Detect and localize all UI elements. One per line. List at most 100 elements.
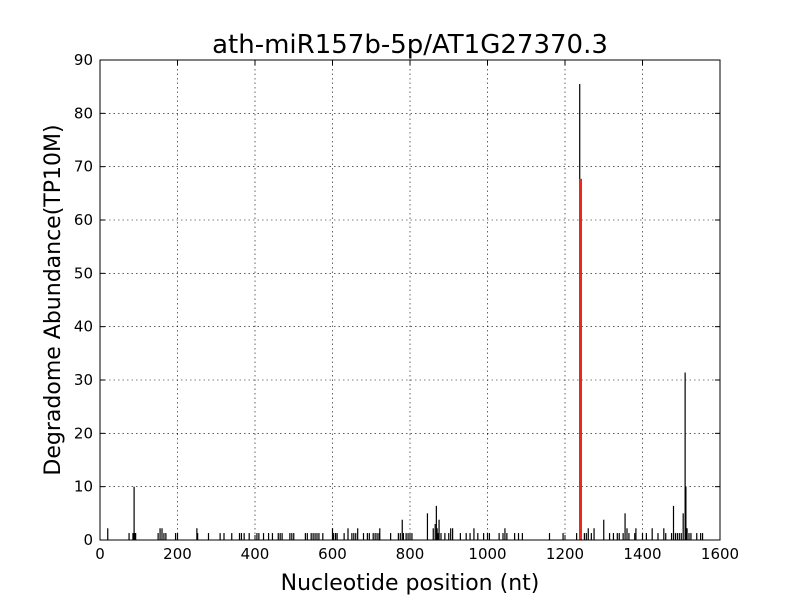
degradome-bar bbox=[132, 533, 134, 540]
degradome-bar bbox=[686, 528, 688, 540]
degradome-bar bbox=[583, 533, 585, 540]
degradome-bar bbox=[331, 528, 334, 540]
degradome-bar bbox=[448, 533, 450, 540]
degradome-bar bbox=[407, 533, 409, 540]
degradome-bar bbox=[336, 533, 338, 540]
degradome-bar bbox=[690, 533, 692, 540]
degradome-bar bbox=[343, 533, 345, 540]
degradome-bar bbox=[133, 486, 135, 540]
degradome-bar bbox=[304, 533, 306, 540]
degradome-bar bbox=[135, 533, 137, 540]
degradome-bar bbox=[231, 533, 233, 540]
degradome-bar bbox=[701, 533, 704, 540]
degradome-bar bbox=[477, 533, 479, 540]
degradome-bar bbox=[293, 533, 295, 540]
degradome-bar bbox=[676, 533, 678, 540]
y-axis-label: Degradome Abundance(TP10M) bbox=[41, 124, 66, 475]
degradome-bar bbox=[434, 524, 436, 540]
degradome-bar bbox=[618, 533, 620, 540]
degradome-bar bbox=[440, 533, 442, 540]
y-tick-label: 10 bbox=[74, 478, 93, 496]
plot-frame bbox=[99, 59, 721, 541]
degradome-bar bbox=[372, 533, 374, 540]
degradome-bar bbox=[161, 528, 163, 540]
degradome-bar bbox=[411, 533, 413, 540]
degradome-bar bbox=[504, 528, 506, 540]
x-tick-label: 1000 bbox=[468, 545, 506, 563]
degradome-bar bbox=[438, 519, 440, 540]
degradome-bar bbox=[174, 533, 177, 540]
degradome-bar bbox=[196, 528, 198, 540]
degradome-bar bbox=[219, 533, 221, 540]
degradome-bar bbox=[488, 533, 491, 540]
degradome-bar bbox=[459, 533, 461, 540]
degradome-bar bbox=[514, 533, 516, 540]
y-tick-label: 20 bbox=[74, 424, 93, 442]
degradome-bar bbox=[700, 533, 702, 540]
degradome-bar bbox=[684, 372, 686, 540]
degradome-bar bbox=[626, 528, 628, 540]
degradome-bar bbox=[378, 533, 380, 540]
degradome-bar bbox=[335, 533, 337, 540]
x-tick-label: 400 bbox=[241, 545, 270, 563]
x-tick-labels: 0 200 400 600 800 1000 1200 1400 1600 bbox=[95, 545, 739, 563]
degradome-bar bbox=[608, 533, 611, 540]
degradome-bar bbox=[670, 533, 673, 540]
degradome-bar bbox=[390, 533, 392, 540]
degradome-bar bbox=[347, 528, 349, 540]
degradome-bar bbox=[616, 533, 618, 540]
degradome-bar bbox=[680, 533, 682, 540]
degradome-bar bbox=[657, 533, 659, 540]
degradome-bar bbox=[399, 533, 401, 540]
y-tick-label: 50 bbox=[74, 264, 93, 282]
y-tick-label: 70 bbox=[74, 158, 93, 176]
degradome-bar bbox=[318, 533, 320, 540]
degradome-bar bbox=[685, 486, 687, 540]
degradome-bar bbox=[267, 533, 270, 540]
degradome-bar bbox=[362, 533, 365, 540]
degradome-bar bbox=[696, 533, 698, 540]
degradome-bar bbox=[634, 533, 636, 540]
degradome-bar bbox=[355, 533, 357, 540]
x-tick-label: 600 bbox=[318, 545, 347, 563]
degradome-bar bbox=[165, 533, 167, 540]
degradome-bar bbox=[223, 533, 225, 540]
degradome-bar bbox=[502, 533, 504, 540]
degradome-bar bbox=[306, 533, 308, 540]
degradome-bar bbox=[473, 528, 475, 540]
degradome-bar bbox=[289, 533, 291, 540]
degradome-bar bbox=[366, 533, 368, 540]
degradome-bar bbox=[379, 528, 381, 540]
degradome-bar bbox=[134, 533, 136, 540]
degradome-bar bbox=[107, 528, 109, 540]
degradome-bar bbox=[498, 533, 500, 540]
y-tick-label: 80 bbox=[74, 104, 93, 122]
degradome-bar bbox=[682, 513, 684, 540]
degradome-bar bbox=[258, 533, 260, 540]
degradome-bar bbox=[603, 519, 605, 540]
degradome-bar bbox=[663, 528, 665, 540]
degradome-bar bbox=[256, 533, 258, 540]
y-tick-label: 40 bbox=[74, 318, 93, 336]
x-tick-label: 1600 bbox=[701, 545, 739, 563]
degradome-bar bbox=[452, 528, 454, 540]
degradome-bar bbox=[628, 533, 630, 540]
degradome-bar bbox=[353, 533, 355, 540]
degradome-bar bbox=[291, 533, 293, 540]
degradome-bar bbox=[590, 533, 592, 540]
degradome-bar bbox=[672, 505, 675, 540]
degradome-bar bbox=[483, 533, 485, 540]
degradome-bar bbox=[277, 533, 279, 540]
y-tick-label: 60 bbox=[74, 211, 93, 229]
degradome-bar bbox=[238, 533, 241, 540]
y-tick-labels: 0 10 20 30 40 50 60 70 80 90 bbox=[74, 51, 93, 549]
x-axis-label: Nucleotide position (nt) bbox=[281, 571, 540, 596]
degradome-bar bbox=[437, 533, 439, 540]
degradome-bar bbox=[624, 513, 626, 540]
degradome-bar bbox=[163, 533, 165, 540]
degradome-bar bbox=[469, 533, 471, 540]
degradome-bar bbox=[521, 533, 523, 540]
degradome-bar bbox=[207, 533, 210, 540]
degradome-bar bbox=[465, 533, 467, 540]
